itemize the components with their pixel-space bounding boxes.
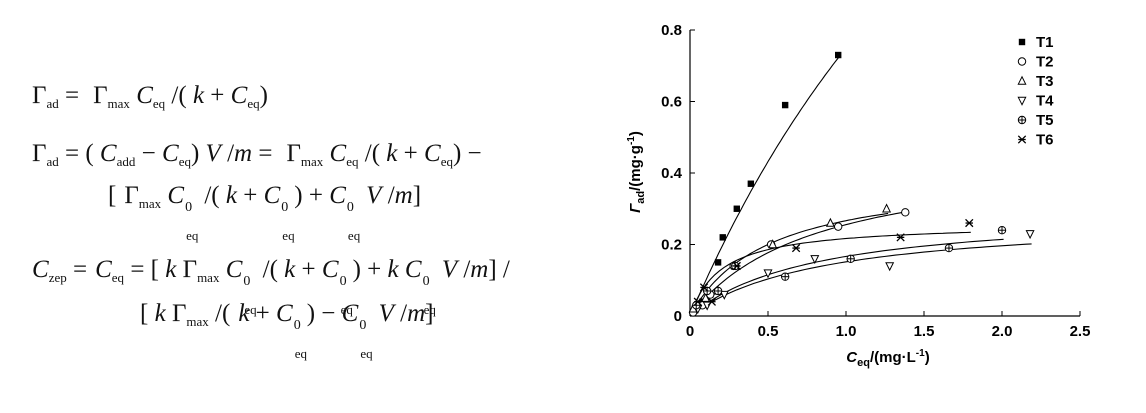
y-tick-label: 0 xyxy=(674,308,682,325)
point-t6 xyxy=(693,297,702,306)
x-tick-label: 2.5 xyxy=(1070,323,1091,340)
x-tick-label: 0 xyxy=(686,323,694,340)
equation-3-line-1: Czep = Ceq = [ k Γmax C 0 eq /( k + C 0 eq) +… xyxy=(32,256,510,317)
point-t5 xyxy=(713,286,723,296)
legend-label-t1: T1 xyxy=(1036,34,1054,51)
y-tick-label: 0.8 xyxy=(661,22,682,39)
point-t5 xyxy=(944,243,954,253)
point-t1 xyxy=(733,205,740,212)
legend-marker-t2 xyxy=(1017,57,1027,66)
point-t4 xyxy=(885,262,895,272)
point-t3 xyxy=(825,217,835,227)
point-t1 xyxy=(747,180,755,187)
fit-curve-t4 xyxy=(691,243,1032,316)
legend-marker-t6 xyxy=(1017,135,1027,144)
point-t4 xyxy=(719,290,729,300)
equation-2-line-1: Γad = ( Cadd − Ceq) V /m = Γmax Ceq /( k … xyxy=(32,140,482,169)
point-t5 xyxy=(997,226,1007,235)
point-t6 xyxy=(791,243,801,253)
legend-label-t2: T2 xyxy=(1036,54,1054,71)
point-t5 xyxy=(780,272,790,281)
legend-label-t5: T5 xyxy=(1036,112,1054,129)
data-points xyxy=(688,51,1035,317)
point-t2 xyxy=(834,222,843,231)
equation-1: Γad = Γmax Ceq /( k + Ceq) xyxy=(32,82,268,111)
point-t4 xyxy=(810,255,820,265)
y-axis-label: Γad/(mg·g-1) xyxy=(626,131,647,213)
legend-label-t3: T3 xyxy=(1036,73,1054,90)
fit-curves xyxy=(691,55,1032,316)
point-t3 xyxy=(701,292,711,302)
fit-curve-t5 xyxy=(691,238,1004,316)
point-t6 xyxy=(965,218,974,228)
x-tick-label: 1.5 xyxy=(914,323,935,340)
point-t1 xyxy=(781,101,789,109)
point-t1 xyxy=(719,234,726,241)
legend-marker-t1 xyxy=(1018,38,1026,46)
y-tick-label: 0.4 xyxy=(661,165,683,182)
adsorption-isotherm-chart: 0 0.5 1.0 1.5 2.0 2.5 0 0.2 0.4 0.6 0.8 T1 T2 T3 T4 T5… xyxy=(626,22,1090,369)
point-t3 xyxy=(882,203,892,213)
y-tick-label: 0.2 xyxy=(661,237,682,254)
point-t6 xyxy=(732,261,741,271)
point-t3 xyxy=(768,239,778,249)
chart-legend: T1 T2 T3 T4 T5 T6 xyxy=(1017,34,1054,149)
x-tick-label: 2.0 xyxy=(992,323,1013,340)
point-t1 xyxy=(714,259,722,266)
point-t5 xyxy=(846,254,855,263)
fit-curve-t3 xyxy=(691,212,889,314)
legend-label-t6: T6 xyxy=(1036,132,1054,149)
point-t1 xyxy=(835,51,842,59)
legend-marker-t5 xyxy=(1017,115,1027,125)
fit-curve-t2 xyxy=(691,211,907,315)
point-t6 xyxy=(699,283,709,292)
equation-3-line-2: [ k Γmax /(k + C 0 eq) − C 0 eq V /m] xyxy=(140,300,434,361)
x-tick-label: 0.5 xyxy=(758,323,779,340)
legend-marker-t4 xyxy=(1017,96,1027,106)
y-tick-label: 0.6 xyxy=(661,94,682,111)
point-t6 xyxy=(896,233,905,242)
fit-curve-t6 xyxy=(691,231,971,312)
point-t2 xyxy=(901,208,910,217)
point-t6 xyxy=(707,297,716,306)
x-axis-label: Ceq/(mg·L-1) xyxy=(846,348,929,369)
legend-label-t4: T4 xyxy=(1036,93,1054,110)
legend-marker-t3 xyxy=(1017,75,1027,85)
point-t4 xyxy=(763,269,773,279)
equations-panel: Γad = Γmax Ceq /( k + Ceq) Γad = ( Cadd −… xyxy=(32,82,510,361)
x-tick-label: 1.0 xyxy=(836,323,857,340)
equation-2-line-2: [Γmax C 0 eq /( k + C 0 eq) + C 0 eq V /m] xyxy=(108,182,422,243)
fit-curve-t1 xyxy=(691,55,841,313)
chart-axes: 0 0.5 1.0 1.5 2.0 2.5 0 0.2 0.4 0.6 0.8 xyxy=(661,22,1090,340)
point-t4 xyxy=(1025,230,1035,240)
